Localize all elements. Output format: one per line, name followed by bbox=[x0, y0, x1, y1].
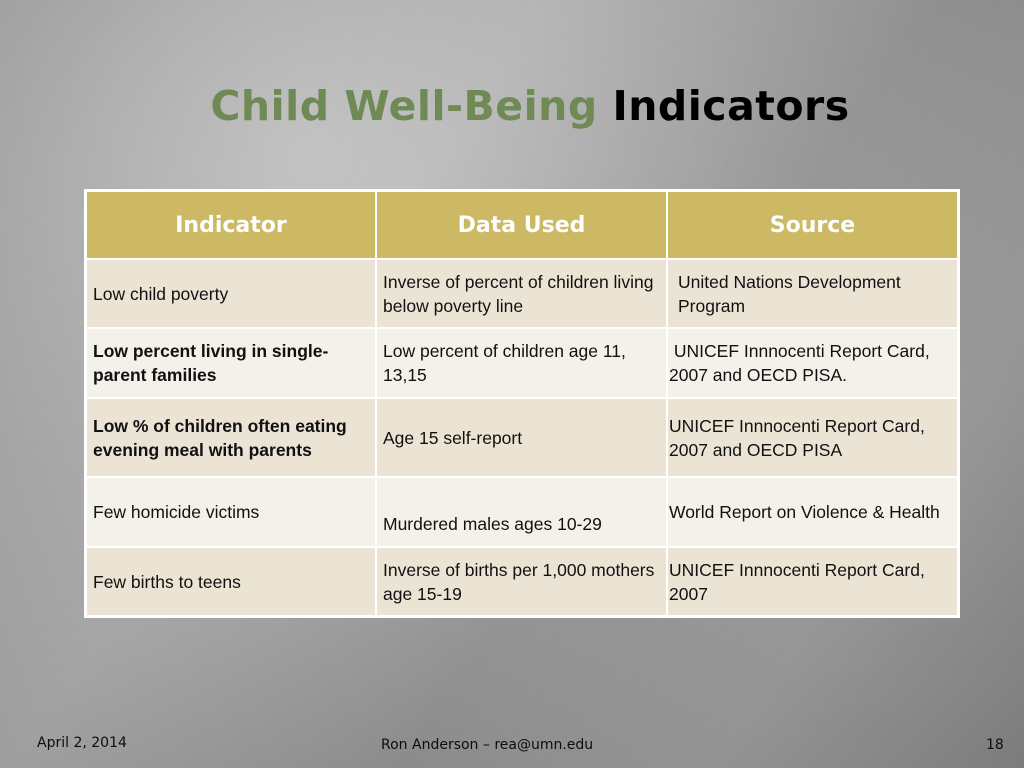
cell-source: World Report on Violence & Health bbox=[666, 476, 959, 548]
cell-data-used: Low percent of children age 11, 13,15 bbox=[375, 327, 668, 399]
table-row: Low percent living in single-parent fami… bbox=[85, 327, 959, 399]
cell-source: United Nations Development Program bbox=[666, 258, 959, 329]
cell-source: UNICEF Innnocenti Report Card, 2007 and … bbox=[666, 397, 959, 478]
cell-data-used: Inverse of births per 1,000 mothers age … bbox=[375, 546, 668, 617]
footer-author: Ron Anderson – rea@umn.edu bbox=[381, 737, 594, 753]
title-rest: Indicators bbox=[612, 82, 850, 130]
cell-indicator: Few homicide victims bbox=[85, 476, 377, 548]
slide-title: Child Well-Being Indicators bbox=[0, 82, 1024, 130]
table-header-row: Indicator Data Used Source bbox=[85, 190, 959, 260]
cell-source: UNICEF Innnocenti Report Card, 2007 bbox=[666, 546, 959, 617]
table-row: Few homicide victims Murdered males ages… bbox=[85, 476, 959, 548]
title-accent: Child Well-Being bbox=[210, 82, 598, 130]
indicators-table: Indicator Data Used Source Low child pov… bbox=[85, 190, 959, 617]
cell-data-used: Murdered males ages 10-29 bbox=[375, 476, 668, 548]
table-row: Low child poverty Inverse of percent of … bbox=[85, 258, 959, 329]
cell-data-used: Age 15 self-report bbox=[375, 397, 668, 478]
cell-indicator: Few births to teens bbox=[85, 546, 377, 617]
cell-indicator: Low percent living in single-parent fami… bbox=[85, 327, 377, 399]
header-source: Source bbox=[666, 190, 959, 260]
slide-number: 18 bbox=[986, 737, 1004, 753]
table-row: Few births to teens Inverse of births pe… bbox=[85, 546, 959, 617]
cell-indicator: Low child poverty bbox=[85, 258, 377, 329]
cell-indicator: Low % of children often eating evening m… bbox=[85, 397, 377, 478]
header-data-used: Data Used bbox=[375, 190, 668, 260]
header-indicator: Indicator bbox=[85, 190, 377, 260]
footer-date: April 2, 2014 bbox=[37, 735, 127, 751]
cell-source: UNICEF Innnocenti Report Card, 2007 and … bbox=[666, 327, 959, 399]
cell-data-used: Inverse of percent of children living be… bbox=[375, 258, 668, 329]
table-row: Low % of children often eating evening m… bbox=[85, 397, 959, 478]
